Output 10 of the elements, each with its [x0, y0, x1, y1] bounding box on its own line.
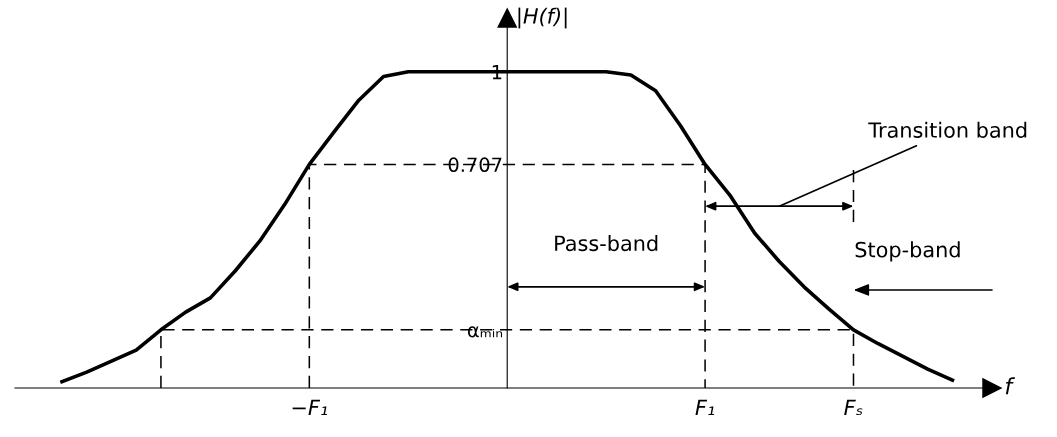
x-tick-label: −F₁ — [292, 399, 328, 416]
y-tick-label: αₘᵢₙ — [467, 326, 503, 338]
y-axis-title: |H(f)| — [518, 7, 567, 29]
annotation: Stop-band — [855, 241, 960, 262]
x-tick-label: Fₛ — [844, 399, 863, 416]
annotation: Pass-band — [555, 235, 658, 252]
annotation: Transition band — [868, 121, 1027, 138]
x-tick-label: F₁ — [695, 399, 715, 416]
x-axis-title: f — [1005, 377, 1015, 395]
y-tick-label: 0.707 — [448, 157, 502, 173]
